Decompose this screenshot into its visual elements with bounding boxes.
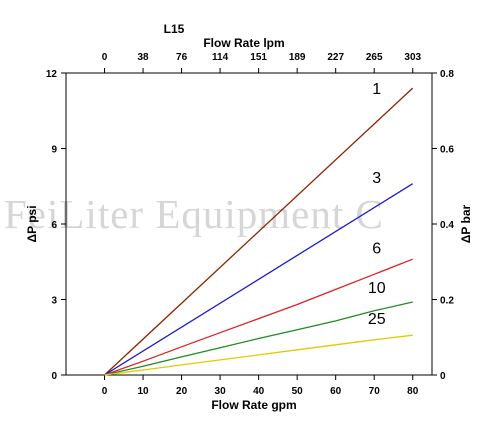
x2-tick-label: 265 <box>366 52 383 63</box>
x2-tick-label: 0 <box>102 52 108 63</box>
y2-tick-label: 0 <box>440 371 446 382</box>
y2-tick-label: 0.8 <box>440 69 454 80</box>
y-tick-label: 3 <box>51 296 57 307</box>
series-label-6: 6 <box>372 240 381 257</box>
y-tick-label: 0 <box>51 371 57 382</box>
series-label-10: 10 <box>368 280 386 297</box>
series-label-1: 1 <box>372 81 381 98</box>
chart-title: L15 <box>164 22 185 36</box>
series-group: 1 3 6 10 25 <box>104 81 414 376</box>
series-label-3: 3 <box>372 170 381 187</box>
x2-tick-label: 227 <box>327 52 344 63</box>
series-line-6 <box>104 258 413 376</box>
series-line-1 <box>104 87 414 376</box>
left-axis-title: ΔP psi <box>25 205 39 242</box>
bottom-axis-title: Flow Rate gpm <box>211 398 296 412</box>
x-tick-label: 80 <box>407 386 419 397</box>
x-tick-label: 60 <box>330 386 342 397</box>
x2-tick-label: 38 <box>137 52 149 63</box>
axis-ticks: 0 10 20 30 40 50 60 70 800 38 76 114 151 189 227 265 303… <box>46 52 454 397</box>
series-line-3 <box>104 183 414 376</box>
y2-tick-label: 0.6 <box>440 145 454 156</box>
x-tick-label: 30 <box>215 386 227 397</box>
y-tick-label: 12 <box>46 69 58 80</box>
x2-tick-label: 114 <box>212 52 229 63</box>
x2-tick-label: 151 <box>250 52 267 63</box>
x-tick-label: 50 <box>292 386 304 397</box>
x-tick-label: 10 <box>137 386 149 397</box>
watermark-text: FeiLiter Equipment C <box>4 191 384 237</box>
x2-tick-label: 76 <box>176 52 188 63</box>
x2-tick-label: 189 <box>289 52 306 63</box>
x-tick-label: 40 <box>253 386 265 397</box>
y-tick-label: 9 <box>51 145 57 156</box>
y2-tick-label: 0.2 <box>440 296 454 307</box>
x-tick-label: 20 <box>176 386 188 397</box>
x2-tick-label: 303 <box>404 52 421 63</box>
y-tick-label: 6 <box>51 220 57 231</box>
series-label-25: 25 <box>368 311 386 328</box>
y2-tick-label: 0.4 <box>440 220 454 231</box>
series-line-25 <box>104 334 413 376</box>
series-line-10 <box>104 301 413 376</box>
right-axis-title: ΔP bar <box>459 204 473 243</box>
x-tick-label: 70 <box>369 386 381 397</box>
x-tick-label: 0 <box>102 386 108 397</box>
top-axis-title: Flow Rate lpm <box>203 36 284 50</box>
